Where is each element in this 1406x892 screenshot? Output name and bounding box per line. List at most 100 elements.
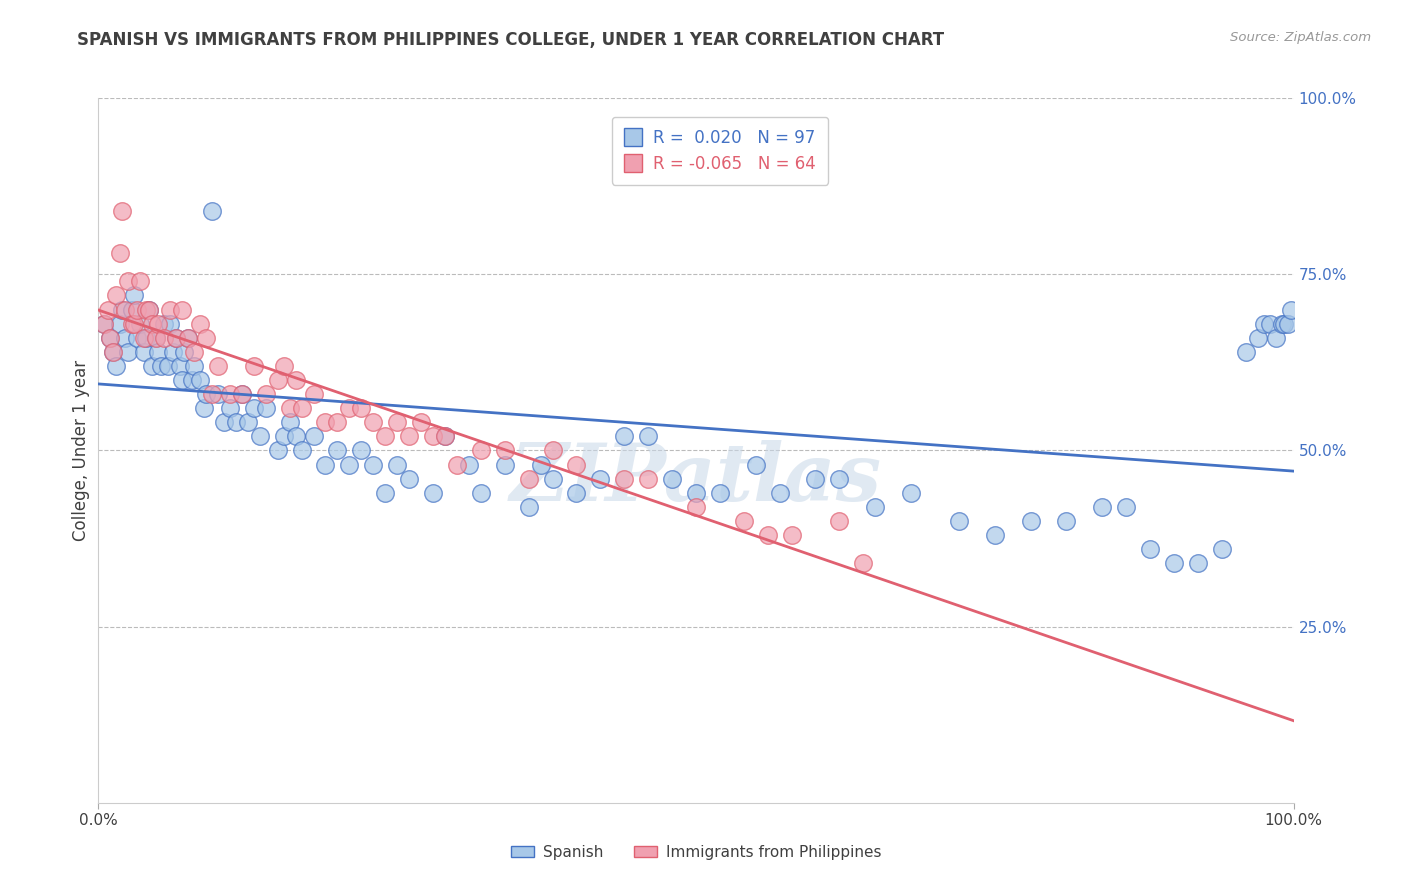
Point	[350, 443, 373, 458]
Point	[129, 274, 152, 288]
Point	[243, 401, 266, 416]
Point	[173, 344, 195, 359]
Point	[195, 331, 218, 345]
Point	[124, 317, 146, 331]
Point	[494, 443, 516, 458]
Point	[291, 401, 314, 416]
Point	[315, 458, 337, 472]
Point	[138, 302, 160, 317]
Point	[613, 429, 636, 443]
Point	[98, 331, 122, 345]
Point	[398, 472, 420, 486]
Point	[1277, 317, 1299, 331]
Point	[93, 317, 115, 331]
Point	[195, 387, 218, 401]
Point	[254, 401, 277, 416]
Point	[177, 331, 200, 345]
Point	[339, 458, 361, 472]
Point	[145, 331, 167, 345]
Point	[852, 556, 875, 570]
Point	[1271, 317, 1294, 331]
Point	[1258, 317, 1281, 331]
Point	[434, 429, 457, 443]
Point	[637, 429, 659, 443]
Point	[494, 458, 516, 472]
Point	[1253, 317, 1275, 331]
Point	[284, 429, 307, 443]
Point	[278, 401, 301, 416]
Point	[470, 485, 492, 500]
Point	[385, 415, 409, 429]
Point	[183, 344, 205, 359]
Point	[114, 302, 136, 317]
Point	[159, 317, 181, 331]
Point	[339, 401, 361, 416]
Point	[148, 344, 170, 359]
Point	[900, 485, 922, 500]
Point	[273, 359, 295, 373]
Point	[278, 415, 301, 429]
Point	[162, 344, 184, 359]
Point	[768, 485, 790, 500]
Point	[219, 387, 242, 401]
Point	[709, 485, 731, 500]
Point	[273, 429, 295, 443]
Point	[132, 331, 155, 345]
Point	[541, 472, 564, 486]
Point	[236, 415, 259, 429]
Point	[363, 415, 385, 429]
Point	[117, 344, 139, 359]
Point	[125, 331, 148, 345]
Point	[530, 458, 553, 472]
Point	[865, 500, 887, 514]
Point	[363, 458, 385, 472]
Point	[132, 344, 155, 359]
Point	[565, 485, 588, 500]
Point	[470, 443, 492, 458]
Point	[1272, 317, 1295, 331]
Point	[249, 429, 271, 443]
Point	[1139, 542, 1161, 557]
Point	[422, 485, 444, 500]
Point	[685, 485, 707, 500]
Text: Source: ZipAtlas.com: Source: ZipAtlas.com	[1230, 31, 1371, 45]
Point	[637, 472, 659, 486]
Point	[243, 359, 266, 373]
Point	[193, 401, 215, 416]
Point	[589, 472, 612, 486]
Point	[153, 317, 176, 331]
Point	[1163, 556, 1185, 570]
Y-axis label: College, Under 1 year: College, Under 1 year	[72, 359, 90, 541]
Point	[98, 331, 122, 345]
Point	[780, 528, 803, 542]
Point	[207, 387, 229, 401]
Point	[201, 387, 224, 401]
Point	[828, 514, 851, 528]
Point	[149, 359, 172, 373]
Point	[141, 317, 163, 331]
Point	[733, 514, 755, 528]
Point	[350, 401, 373, 416]
Point	[172, 373, 194, 387]
Point	[212, 415, 235, 429]
Point	[117, 274, 139, 288]
Point	[517, 472, 540, 486]
Point	[1264, 331, 1286, 345]
Point	[1115, 500, 1137, 514]
Point	[302, 387, 325, 401]
Point	[207, 359, 229, 373]
Point	[948, 514, 970, 528]
Legend: Spanish, Immigrants from Philippines: Spanish, Immigrants from Philippines	[505, 838, 887, 865]
Point	[1234, 344, 1257, 359]
Point	[1019, 514, 1042, 528]
Point	[183, 359, 205, 373]
Point	[148, 317, 170, 331]
Point	[756, 528, 779, 542]
Point	[188, 317, 211, 331]
Point	[135, 331, 157, 345]
Point	[97, 302, 120, 317]
Point	[105, 359, 128, 373]
Point	[374, 429, 396, 443]
Point	[1091, 500, 1114, 514]
Point	[108, 317, 131, 331]
